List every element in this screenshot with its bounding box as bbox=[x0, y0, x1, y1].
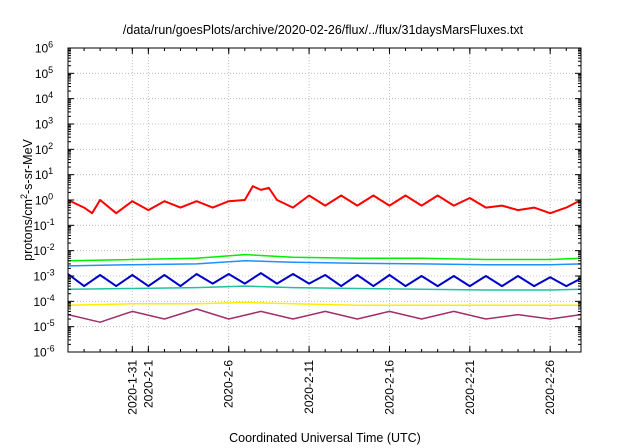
y-tick-label: 10-5 bbox=[33, 318, 54, 334]
x-tick-label: 2020-2-6 bbox=[222, 360, 236, 408]
x-tick-label: 2020-2-16 bbox=[382, 360, 396, 415]
y-tick-base: 10 bbox=[35, 67, 49, 81]
y-tick-label: 10-3 bbox=[33, 268, 54, 284]
series-line-7 bbox=[67, 308, 582, 323]
y-tick-label: 10-1 bbox=[33, 217, 54, 233]
y-tick-label: 10-2 bbox=[33, 242, 54, 258]
x-tick-label: 2020-2-1 bbox=[141, 360, 155, 408]
chart-title: /data/run/goesPlots/archive/2020-02-26/f… bbox=[123, 23, 524, 37]
series-line-2 bbox=[67, 253, 582, 262]
y-tick-base: 10 bbox=[35, 143, 49, 157]
x-tick-label: 2020-2-11 bbox=[302, 360, 316, 414]
x-tick-labels: 2020-1-31 2020-2-1 2020-2-6 2020-2-11 2020-2… bbox=[125, 360, 557, 415]
y-tick-label: 10-4 bbox=[33, 293, 54, 309]
y-tick-base: 10 bbox=[33, 295, 47, 309]
y-axis-label-prefix: protons/cm bbox=[21, 199, 35, 261]
y-tick-base: 10 bbox=[33, 270, 47, 284]
y-tick-base: 10 bbox=[35, 92, 49, 106]
y-tick-exponent: -3 bbox=[47, 268, 55, 278]
y-tick-exponent: 6 bbox=[48, 40, 53, 50]
y-tick-exponent: -6 bbox=[47, 344, 55, 354]
y-tick-base: 10 bbox=[35, 42, 49, 56]
x-tick-label: 2020-1-31 bbox=[125, 360, 139, 415]
y-tick-base: 10 bbox=[33, 244, 47, 258]
y-tick-base: 10 bbox=[35, 168, 49, 182]
y-axis-label: protons/cm2-s-sr-MeV bbox=[19, 138, 35, 260]
y-tick-exponent: 2 bbox=[48, 141, 53, 151]
series-line-5 bbox=[67, 285, 582, 291]
y-tick-base: 10 bbox=[35, 194, 49, 208]
y-tick-label: 102 bbox=[35, 141, 53, 157]
series-line-3 bbox=[67, 259, 582, 267]
y-axis-label-suffix: -s-sr-MeV bbox=[21, 138, 35, 194]
y-tick-label: 10-6 bbox=[33, 344, 54, 360]
y-tick-exponent: 0 bbox=[48, 192, 53, 202]
y-tick-exponent: -5 bbox=[47, 318, 55, 328]
y-tick-label: 104 bbox=[35, 90, 53, 106]
y-tick-base: 10 bbox=[33, 346, 47, 360]
y-tick-exponent: 1 bbox=[48, 166, 53, 176]
y-tick-exponent: 3 bbox=[48, 116, 53, 126]
y-tick-label: 103 bbox=[35, 116, 53, 132]
y-axis-label-sup: 2 bbox=[19, 194, 29, 199]
y-tick-exponent: -1 bbox=[47, 217, 55, 227]
y-tick-base: 10 bbox=[35, 118, 49, 132]
y-tick-labels: 10610510410310210110010-110-210-310-410-… bbox=[33, 40, 54, 360]
y-tick-exponent: -4 bbox=[47, 293, 55, 303]
y-tick-label: 100 bbox=[35, 192, 53, 208]
series-line-6 bbox=[67, 301, 581, 307]
y-tick-label: 106 bbox=[35, 40, 53, 56]
y-tick-base: 10 bbox=[33, 219, 47, 233]
x-tick-label: 2020-2-26 bbox=[543, 360, 557, 415]
y-tick-label: 101 bbox=[35, 166, 53, 182]
y-tick-base: 10 bbox=[33, 320, 47, 334]
axis-ticks bbox=[67, 47, 581, 353]
series-line-1 bbox=[67, 185, 582, 215]
x-tick-label: 2020-2-21 bbox=[463, 360, 477, 415]
x-axis-label: Coordinated Universal Time (UTC) bbox=[229, 431, 421, 445]
series-line-4 bbox=[67, 272, 582, 288]
series-layer bbox=[67, 185, 582, 323]
y-tick-exponent: -2 bbox=[47, 242, 55, 252]
y-tick-exponent: 5 bbox=[48, 65, 53, 75]
y-tick-exponent: 4 bbox=[48, 90, 53, 100]
y-tick-label: 105 bbox=[35, 65, 53, 81]
